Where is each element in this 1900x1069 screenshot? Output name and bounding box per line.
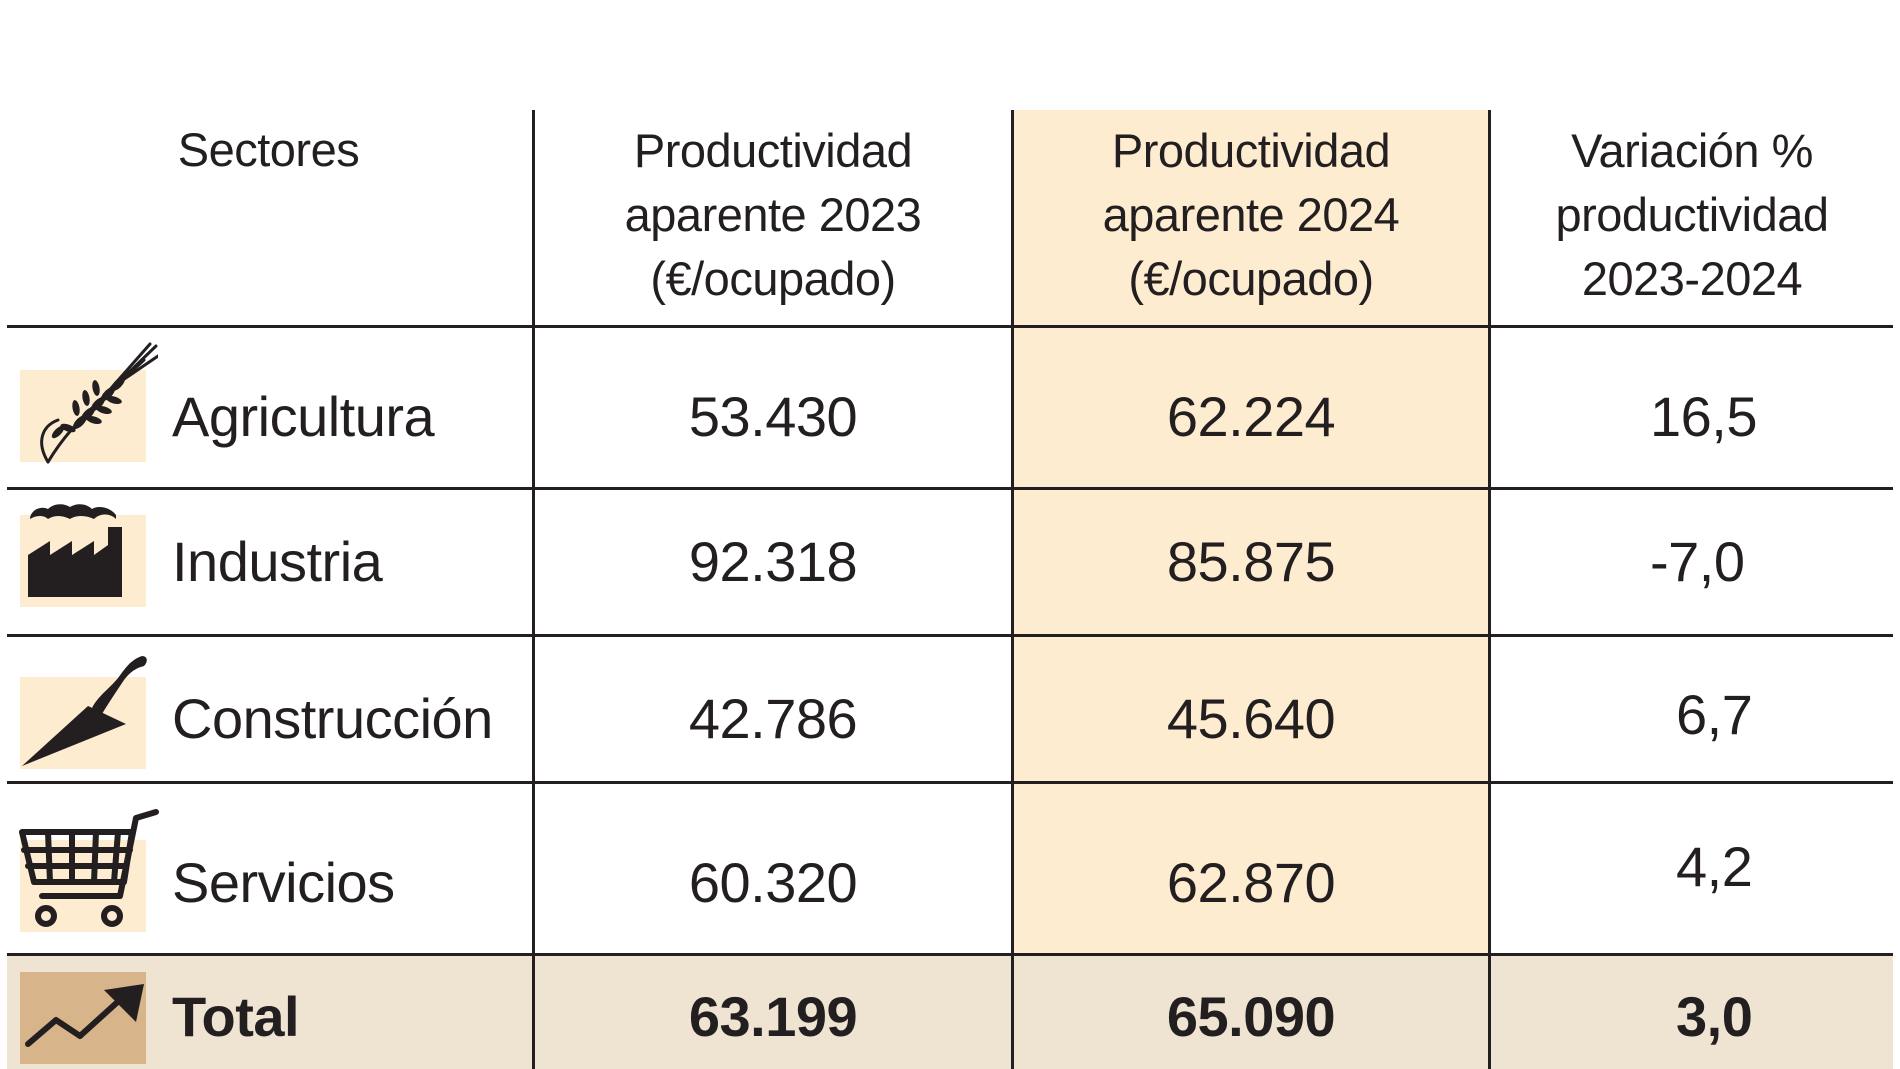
trend-up-icon	[25, 984, 144, 1047]
total-row-background	[7, 955, 1893, 1069]
total-divider	[7, 953, 1893, 956]
total-variation-value: 3,0	[1676, 984, 1753, 1048]
header-2023: Productividad aparente 2023 (€/ocupado)	[535, 115, 1011, 315]
variation-value: 6,7	[1676, 682, 1753, 746]
productivity-2023-value: 60.320	[688, 850, 858, 914]
factory-icon	[28, 504, 122, 597]
wheat-icon	[40, 342, 158, 464]
header-variacion-line3: 2023-2024	[1581, 252, 1803, 305]
variation-value: 16,5	[1650, 384, 1758, 448]
header-sectores: Sectores	[7, 110, 530, 190]
sector-label: Construcción	[172, 686, 493, 750]
highlight-column-2024	[1013, 110, 1490, 955]
total-2023-value: 63.199	[688, 984, 858, 1048]
sector-label: Agricultura	[172, 384, 435, 448]
column-divider	[1488, 110, 1491, 1069]
productivity-2024-value: 85.875	[1166, 529, 1336, 593]
header-2024-line2: aparente 2024	[1102, 188, 1400, 241]
header-2024: Productividad aparente 2024 (€/ocupado)	[1014, 115, 1488, 315]
productivity-2024-value: 62.870	[1166, 850, 1336, 914]
sector-label: Industria	[172, 529, 383, 593]
header-variacion: Variación % productividad 2023-2024	[1491, 115, 1893, 315]
header-divider	[7, 325, 1893, 328]
variation-value: 4,2	[1676, 834, 1753, 898]
header-2024-line3: (€/ocupado)	[1128, 252, 1374, 305]
row-divider	[7, 781, 1893, 784]
header-2023-line1: Productividad	[633, 124, 913, 177]
sector-label: Servicios	[172, 850, 395, 914]
header-2023-line3: (€/ocupado)	[650, 252, 896, 305]
shopping-cart-icon	[19, 809, 159, 927]
productivity-2023-value: 42.786	[688, 686, 858, 750]
header-sectores-label: Sectores	[177, 123, 360, 176]
trowel-icon	[22, 656, 147, 766]
header-2023-line2: aparente 2023	[624, 188, 922, 241]
header-variacion-line2: productividad	[1555, 188, 1829, 241]
variation-value: -7,0	[1650, 529, 1745, 593]
total-label: Total	[172, 984, 300, 1048]
productivity-2024-value: 45.640	[1166, 686, 1336, 750]
productivity-2023-value: 92.318	[688, 529, 858, 593]
row-divider	[7, 634, 1893, 637]
productivity-2023-value: 53.430	[688, 384, 858, 448]
total-2024-value: 65.090	[1166, 984, 1336, 1048]
header-2024-line1: Productividad	[1111, 124, 1391, 177]
column-divider	[1011, 110, 1014, 1069]
row-divider	[7, 487, 1893, 490]
column-divider	[532, 110, 535, 1069]
productivity-2024-value: 62.224	[1166, 384, 1336, 448]
header-variacion-line1: Variación %	[1571, 124, 1813, 177]
